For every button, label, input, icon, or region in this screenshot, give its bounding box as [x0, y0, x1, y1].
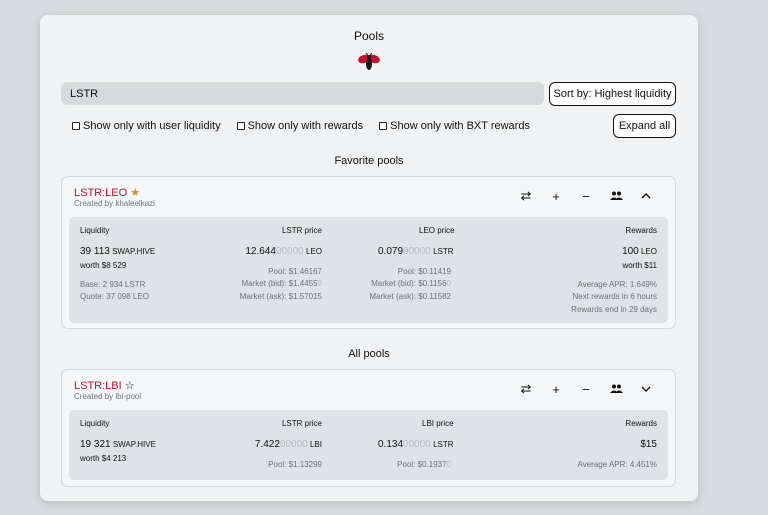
price1-label: LSTR price: [281, 419, 322, 428]
search-input[interactable]: [61, 82, 544, 105]
pool-actions: ⇄ + −: [511, 381, 661, 397]
swap-icon[interactable]: ⇄: [520, 188, 532, 203]
users-icon[interactable]: [601, 188, 631, 204]
next-rewards: Next rewards in 6 hours: [572, 292, 657, 301]
filter-rewards[interactable]: Show only with rewards: [236, 120, 364, 132]
rewards-label: Rewards: [625, 419, 657, 428]
price2-ask: Market (ask): $0.11582: [369, 292, 451, 301]
filter-label: Show only with user liquidity: [83, 120, 221, 132]
filter-label: Show only with rewards: [247, 120, 364, 132]
pool-name-link[interactable]: LSTR:LBI: [74, 379, 122, 392]
pool-name-link[interactable]: LSTR:LEO: [74, 186, 128, 199]
price1-value: 7.42200000 LBI: [254, 439, 322, 450]
page-title: Pools: [353, 29, 385, 43]
swap-icon[interactable]: ⇄: [520, 381, 532, 396]
rewards-worth: worth $11: [622, 261, 657, 270]
rewards-end: Rewards end in 29 days: [571, 305, 657, 314]
plus-icon[interactable]: +: [552, 188, 560, 204]
filter-label: Show only with BXT rewards: [390, 120, 530, 132]
star-filled-icon[interactable]: ★: [130, 187, 141, 199]
rewards-value: 100 LEO: [622, 246, 657, 257]
pools-modal: Pools Sort by: Highest liquidity Show on…: [40, 15, 698, 501]
expand-all-button[interactable]: Expand all: [613, 114, 676, 138]
chevron-up-icon[interactable]: [631, 188, 661, 204]
filter-user-liquidity[interactable]: Show only with user liquidity: [72, 120, 221, 132]
minus-icon[interactable]: −: [582, 188, 590, 204]
price2-label: LBI price: [422, 419, 454, 428]
checkbox[interactable]: [379, 122, 388, 130]
price2-value: 0.07900000 LSTR: [378, 246, 454, 257]
filter-bxt-rewards[interactable]: Show only with BXT rewards: [379, 120, 530, 132]
pool-card-lstr-leo: LSTR:LEO ★ Created by khaleelkazi ⇄ + − …: [61, 176, 676, 329]
chevron-down-icon[interactable]: [631, 381, 661, 397]
minus-icon[interactable]: −: [582, 381, 590, 397]
rewards-apr: Average APR: 1.649%: [577, 280, 657, 289]
pool-name[interactable]: LSTR:LEO ★: [74, 186, 141, 200]
price2-value: 0.13400000 LSTR: [378, 439, 454, 450]
price1-value: 12.64400000 LEO: [245, 246, 322, 257]
bee-logo-icon: [358, 53, 380, 70]
pool-details: Liquidity 39 113 SWAP.HIVE worth $8 529 …: [69, 217, 668, 323]
checkbox[interactable]: [236, 122, 245, 130]
pool-card-lstr-lbi: LSTR:LBI ☆ Created by lbi-pool ⇄ + − Liq…: [61, 369, 676, 487]
liquidity-value: 39 113 SWAP.HIVE: [80, 246, 156, 257]
liquidity-worth: worth $8 529: [80, 261, 127, 270]
liquidity-worth: worth $4 213: [80, 454, 127, 463]
rewards-value: $15: [640, 439, 657, 450]
price1-pool: Pool: $1.46167: [268, 267, 322, 276]
liquidity-value: 19 321 SWAP.HIVE: [80, 439, 156, 450]
quote-amount: Quote: 37 098 LEO: [80, 292, 149, 301]
price2-label: LEO price: [419, 226, 455, 235]
checkbox[interactable]: [72, 122, 80, 130]
pool-creator: Created by khaleelkazi: [74, 199, 155, 208]
sort-button[interactable]: Sort by: Highest liquidity: [549, 82, 676, 106]
pool-actions: ⇄ + −: [511, 188, 661, 204]
price2-pool: Pool: $0.19370: [397, 460, 451, 469]
filter-checkboxes: Show only with user liquidity Show only …: [72, 120, 546, 132]
base-amount: Base: 2 934 LSTR: [80, 280, 146, 289]
rewards-apr: Average APR: 4.451%: [577, 460, 657, 469]
price2-pool: Pool: $0.11419: [397, 267, 451, 276]
users-icon[interactable]: [601, 381, 631, 397]
price1-label: LSTR price: [281, 226, 322, 235]
all-pools-heading: All pools: [348, 348, 390, 360]
pool-details: Liquidity 19 321 SWAP.HIVE worth $4 213 …: [69, 410, 668, 480]
rewards-label: Rewards: [625, 226, 657, 235]
price1-bid: Market (bid): $1.44550: [241, 279, 323, 288]
favorite-pools-heading: Favorite pools: [334, 155, 404, 167]
plus-icon[interactable]: +: [552, 381, 560, 397]
price1-pool: Pool: $1.13299: [268, 460, 322, 469]
pool-creator: Created by lbi-pool: [74, 392, 142, 401]
price1-ask: Market (ask): $1.57015: [239, 292, 322, 301]
liquidity-label: Liquidity: [80, 419, 110, 428]
star-outline-icon[interactable]: ☆: [124, 380, 135, 392]
price2-bid: Market (bid): $0.11560: [371, 279, 451, 288]
pool-name[interactable]: LSTR:LBI ☆: [74, 379, 135, 393]
liquidity-label: Liquidity: [80, 226, 110, 235]
